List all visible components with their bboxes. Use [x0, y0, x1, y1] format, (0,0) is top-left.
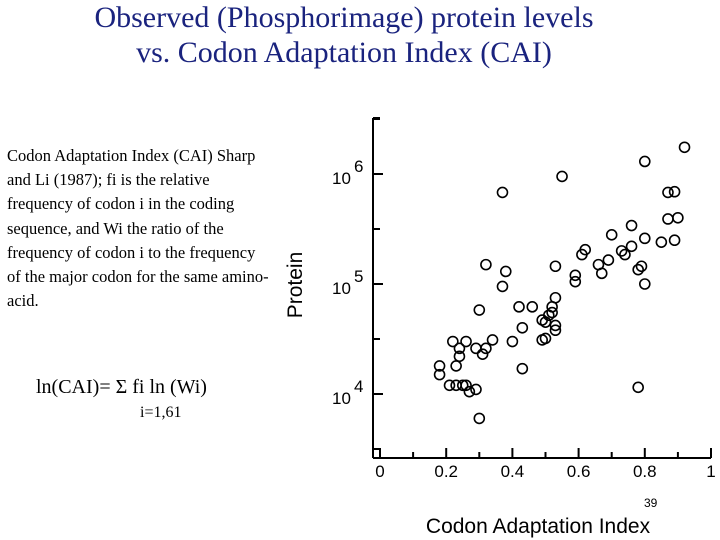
data-point — [460, 379, 472, 392]
data-point — [668, 234, 681, 247]
y-tick-label: 10 — [332, 389, 351, 408]
data-point — [476, 348, 489, 361]
data-point — [496, 186, 509, 199]
data-point — [662, 213, 674, 225]
data-point — [460, 335, 472, 348]
data-point — [450, 360, 462, 372]
x-axis-label: Codon Adaptation Index — [426, 515, 651, 538]
data-point — [447, 335, 459, 348]
data-point — [615, 245, 628, 257]
data-point — [638, 232, 651, 245]
data-point — [635, 260, 648, 273]
x-tick-label: 0.8 — [633, 462, 657, 481]
y-tick-label: 10 — [332, 169, 351, 188]
data-point — [473, 412, 486, 425]
data-point — [456, 379, 469, 392]
title-line-2: vs. Codon Adaptation Index (CAI) — [136, 36, 552, 69]
page-number: 39 — [644, 496, 658, 510]
formula-subscript: i=1,61 — [140, 404, 182, 421]
x-tick-labels: 0 0.2 0.4 0.6 0.8 1 — [375, 462, 715, 481]
data-point — [539, 332, 552, 345]
data-point — [480, 258, 492, 271]
data-point — [569, 275, 582, 288]
data-point — [632, 263, 644, 276]
data-point — [549, 319, 562, 332]
cai-formula: ln(CAI)= Σ fi ln (Wi) — [36, 376, 207, 398]
data-point — [433, 368, 446, 381]
y-tick-exponent: 4 — [354, 377, 363, 396]
y-tick-label: 10 — [332, 279, 351, 298]
data-point — [549, 291, 562, 304]
data-point — [480, 342, 492, 355]
data-point — [602, 254, 615, 266]
data-point — [579, 243, 592, 256]
data-point — [546, 306, 558, 319]
y-tick-exponent: 5 — [354, 267, 363, 286]
data-point — [506, 335, 519, 348]
slide-title: Observed (Phosphorimage) protein levels … — [0, 0, 688, 70]
data-point — [632, 381, 644, 394]
data-point — [433, 360, 446, 372]
data-point — [453, 350, 466, 363]
data-point — [499, 265, 512, 278]
data-point — [672, 211, 684, 224]
x-tick-label: 0.2 — [434, 462, 458, 481]
data-point — [678, 141, 691, 154]
data-point — [496, 280, 509, 293]
data-point — [526, 301, 539, 313]
data-point — [453, 342, 466, 355]
data-point — [569, 269, 582, 282]
data-point — [605, 229, 618, 241]
data-point — [470, 383, 482, 396]
x-tick-label: 0.4 — [501, 462, 525, 481]
data-point — [463, 385, 476, 398]
data-point — [549, 324, 562, 337]
data-point — [668, 185, 681, 198]
data-point — [638, 278, 651, 290]
data-point — [638, 155, 651, 168]
y-axis-label: Protein — [284, 252, 307, 319]
x-tick-label: 1 — [706, 462, 715, 481]
data-point — [473, 304, 486, 316]
data-point — [486, 334, 499, 346]
data-points — [433, 141, 691, 425]
data-point — [625, 219, 638, 232]
data-point — [662, 186, 674, 199]
data-point — [619, 248, 631, 261]
data-point — [655, 236, 668, 248]
data-point — [513, 301, 525, 313]
data-point — [549, 260, 562, 273]
data-point — [470, 342, 482, 355]
data-point — [539, 316, 552, 328]
title-line-1: Observed (Phosphorimage) protein levels — [94, 1, 594, 34]
x-tick-label: 0.6 — [567, 462, 591, 481]
x-tick-label: 0 — [375, 462, 384, 481]
data-point — [516, 321, 529, 334]
data-point — [625, 240, 638, 253]
y-tick-exponent: 6 — [354, 157, 363, 176]
data-point — [595, 267, 608, 280]
data-point — [443, 379, 456, 392]
chart-axes — [372, 117, 712, 459]
cai-description: Codon Adaptation Index (CAI) Sharp and L… — [7, 146, 269, 311]
data-point — [556, 170, 568, 183]
data-point — [516, 362, 529, 375]
